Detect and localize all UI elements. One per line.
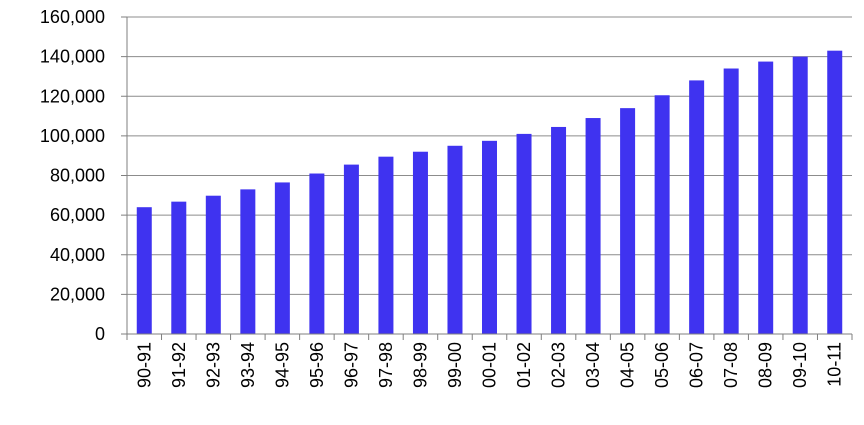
y-tick-label: 100,000: [40, 126, 105, 146]
bar: [827, 50, 843, 335]
bar: [240, 189, 256, 334]
y-tick-label: 0: [95, 324, 105, 344]
x-tick-label: 96-97: [341, 342, 361, 388]
x-tick-label: 06-07: [687, 342, 707, 388]
x-tick-label: 09-10: [790, 342, 810, 388]
bar: [309, 173, 325, 334]
x-tick-label: 93-94: [238, 342, 258, 388]
x-tick-label: 98-99: [410, 342, 430, 388]
y-tick-label: 80,000: [50, 166, 105, 186]
x-axis-ticks: 90-91 91-92 92-93 93-94 94-95 95-96 96-97 97-98…: [126, 334, 853, 388]
y-tick-label: 120,000: [40, 86, 105, 106]
bar: [585, 118, 601, 334]
bars: [136, 50, 843, 335]
bar: [792, 56, 808, 334]
y-tick-label: 140,000: [40, 47, 105, 67]
x-tick-label: 00-01: [480, 342, 500, 388]
x-tick-label: 10-11: [825, 342, 845, 387]
bar: [723, 68, 739, 334]
bar: [482, 140, 497, 334]
x-tick-label: 01-02: [514, 342, 534, 388]
bar: [654, 95, 670, 335]
x-tick-label: 04-05: [618, 342, 638, 388]
x-tick-label: 90-91: [134, 342, 154, 388]
bar: [412, 151, 428, 334]
bar: [136, 207, 152, 334]
bar: [343, 164, 359, 334]
x-tick-label: 99-00: [445, 342, 465, 388]
y-tick-label: 20,000: [50, 284, 105, 304]
bar: [274, 182, 290, 334]
y-axis-ticks: 0 20,000 40,000 60,000 80,000 100,000 120,000 1…: [40, 7, 127, 344]
bar: [551, 126, 567, 334]
bar: [447, 145, 463, 334]
x-tick-label: 92-93: [203, 342, 223, 388]
bar: [620, 108, 636, 334]
bar: [516, 133, 532, 334]
x-tick-label: 91-92: [169, 342, 189, 388]
x-tick-label: 97-98: [376, 342, 396, 388]
bar: [689, 80, 705, 335]
bar: [171, 201, 187, 334]
x-tick-label: 05-06: [652, 342, 672, 388]
x-tick-label: 07-08: [721, 342, 741, 388]
y-tick-label: 60,000: [50, 205, 105, 225]
bar: [378, 156, 394, 334]
x-tick-label: 02-03: [549, 342, 569, 388]
bar: [758, 61, 774, 334]
x-tick-label: 03-04: [583, 342, 603, 388]
x-tick-label: 08-09: [756, 342, 776, 388]
x-tick-label: 94-95: [272, 342, 292, 388]
bar: [205, 195, 221, 334]
x-tick-label: 95-96: [307, 342, 327, 388]
y-tick-label: 160,000: [40, 7, 105, 27]
y-tick-label: 40,000: [50, 245, 105, 265]
